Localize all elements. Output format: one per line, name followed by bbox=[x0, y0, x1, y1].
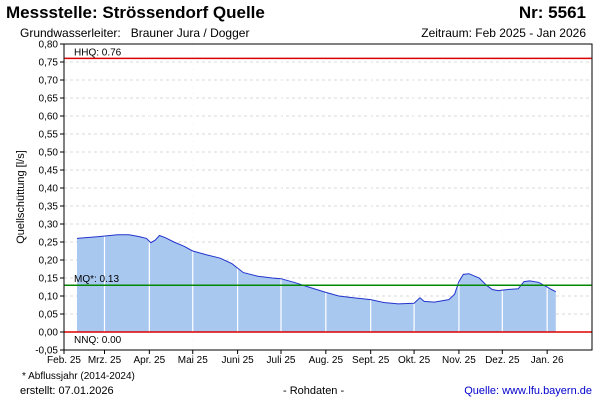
y-tick-label: 0,60 bbox=[39, 112, 59, 123]
y-axis-label: Quellschüttung [l/s] bbox=[15, 150, 27, 244]
y-tick-label: 0,30 bbox=[39, 220, 59, 231]
created-date: erstellt: 07.01.2026 bbox=[20, 385, 114, 397]
y-tick-label: 0,35 bbox=[39, 202, 59, 213]
source-link[interactable]: Quelle: www.lfu.bayern.de bbox=[464, 385, 592, 397]
x-tick-label: Okt. 25 bbox=[398, 355, 431, 366]
plot-frame bbox=[63, 43, 593, 351]
aquifer-label: Grundwasserleiter: bbox=[20, 26, 121, 40]
discharge-area bbox=[77, 234, 556, 332]
x-tick-label: Mrz. 25 bbox=[88, 355, 122, 366]
station-title: Messstelle: Strössendorf Quelle bbox=[6, 3, 265, 22]
y-tick-label: 0,45 bbox=[39, 166, 59, 177]
nnq-label: NNQ: 0.00 bbox=[74, 335, 122, 346]
y-tick-label: 0,80 bbox=[39, 40, 59, 51]
x-tick-label: Apr. 25 bbox=[133, 355, 165, 366]
y-tick-label: 0,50 bbox=[39, 148, 59, 159]
x-axis-ticks: Feb. 25 Mrz. 25 Apr. 25 Mai 25 Juni 25 Juli 2… bbox=[47, 350, 564, 366]
x-tick-label: Sept. 25 bbox=[352, 355, 390, 366]
y-tick-label: 0,65 bbox=[39, 94, 59, 105]
y-tick-label: 0,70 bbox=[39, 76, 59, 87]
x-tick-label: Juli 25 bbox=[267, 355, 296, 366]
y-tick-label: 0,15 bbox=[39, 274, 59, 285]
period-label: Zeitraum: Feb 2025 - Jan 2026 bbox=[421, 26, 586, 40]
raw-data-note: - Rohdaten - bbox=[283, 385, 345, 397]
aquifer-info: Grundwasserleiter: Brauner Jura / Dogger bbox=[20, 26, 249, 40]
x-tick-label: Aug. 25 bbox=[309, 355, 344, 366]
x-tick-label: Juni 25 bbox=[221, 355, 254, 366]
discharge-line bbox=[76, 234, 557, 305]
mq-label: MQ*: 0.13 bbox=[74, 274, 119, 285]
x-tick-label: Mai 25 bbox=[178, 355, 208, 366]
y-tick-label: 0,10 bbox=[39, 292, 59, 303]
y-axis-ticks: -0,05 0,00 0,05 0,10 0,15 0,20 0,25 0,30 0,35 0,4… bbox=[35, 40, 64, 357]
hhq-label: HHQ: 0.76 bbox=[74, 47, 122, 58]
x-tick-label: Dez. 25 bbox=[485, 355, 520, 366]
y-tick-label: 0,75 bbox=[39, 58, 59, 69]
footnote: * Abflussjahr (2014-2024) bbox=[22, 371, 135, 382]
reference-lines: HHQ: 0.76 MQ*: 0.13 NNQ: 0.00 bbox=[64, 47, 592, 346]
y-tick-label: 0,40 bbox=[39, 184, 59, 195]
y-tick-label: 0,25 bbox=[39, 238, 59, 249]
x-tick-label: Feb. 25 bbox=[47, 355, 81, 366]
y-tick-label: 0,55 bbox=[39, 130, 59, 141]
station-number: Nr: 5561 bbox=[518, 3, 586, 22]
x-tick-label: Nov. 25 bbox=[442, 355, 476, 366]
aquifer-value: Brauner Jura / Dogger bbox=[130, 26, 250, 40]
y-tick-label: 0,20 bbox=[39, 256, 59, 267]
y-tick-label: 0,00 bbox=[39, 328, 59, 339]
y-tick-label: 0,05 bbox=[39, 310, 59, 321]
x-tick-label: Jan. 26 bbox=[531, 355, 564, 366]
y-tick-label: -0,05 bbox=[35, 346, 58, 357]
